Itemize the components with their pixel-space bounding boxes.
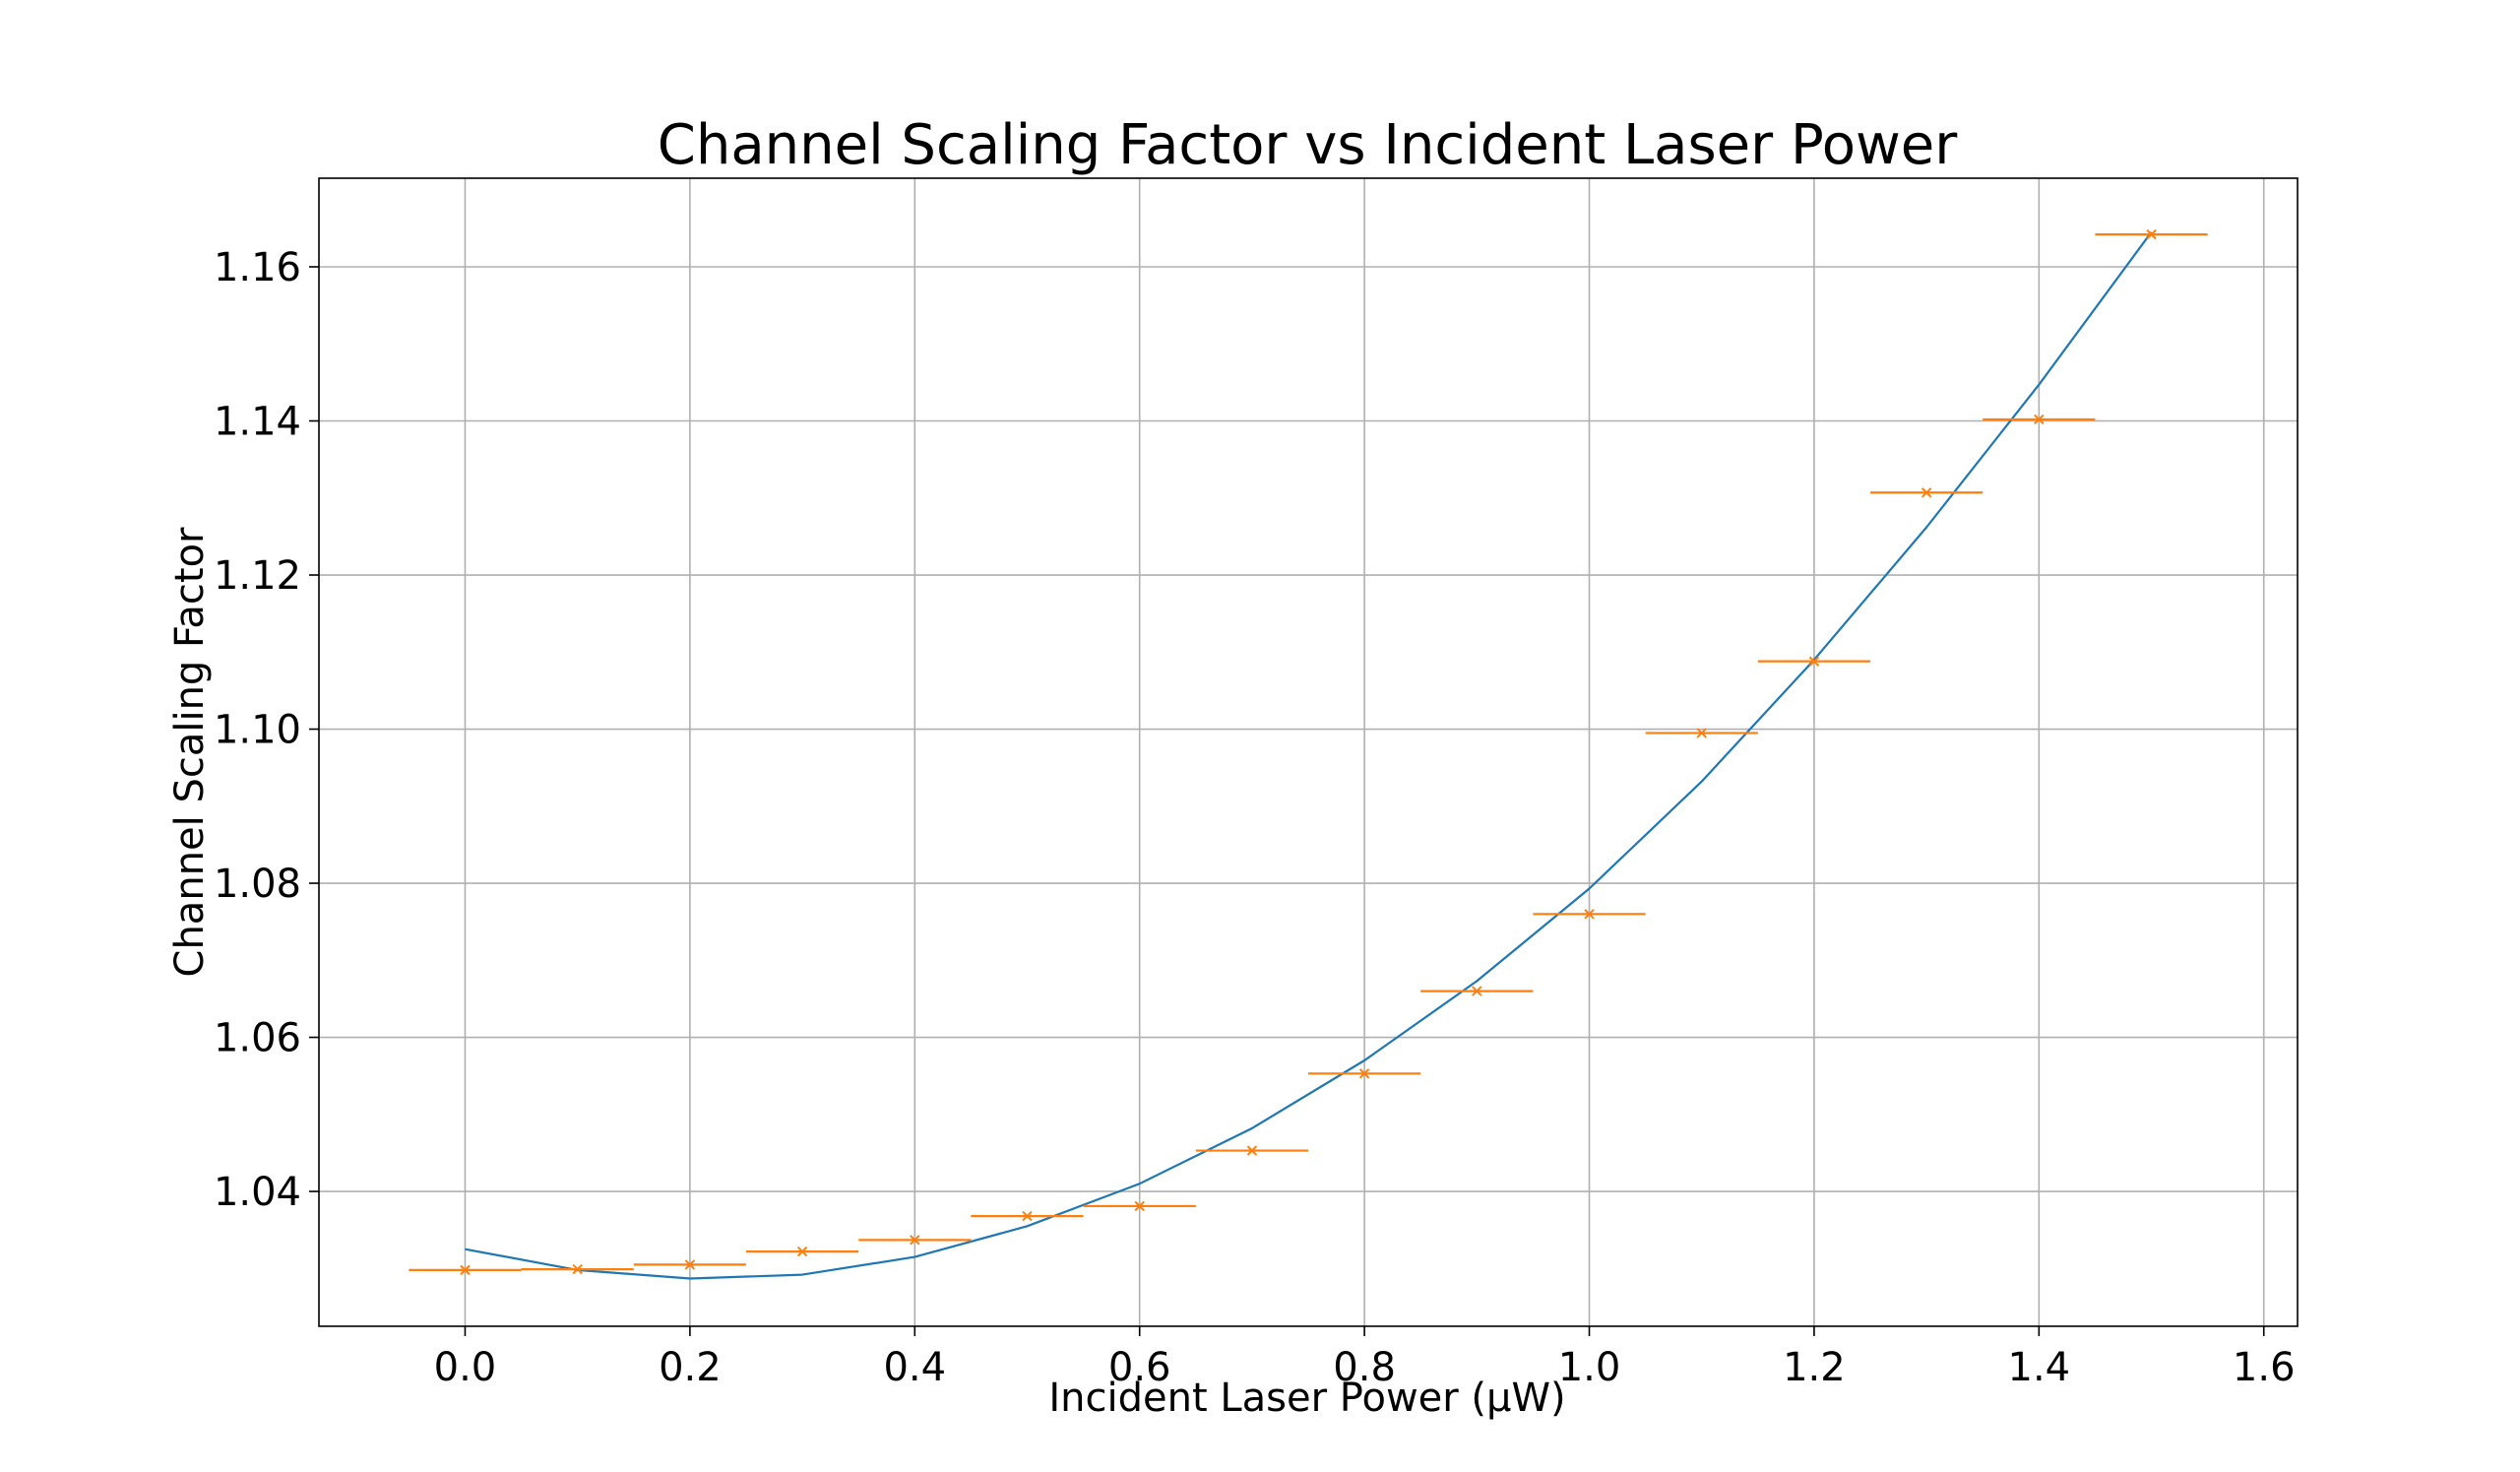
x-marker <box>2146 228 2157 240</box>
x-marker <box>460 1264 471 1276</box>
data-point <box>1083 1200 1196 1212</box>
chart-title: Channel Scaling Factor vs Incident Laser… <box>658 113 1959 177</box>
y-tick-label: 1.16 <box>214 245 301 290</box>
data-point <box>409 1264 522 1276</box>
data-point <box>521 1263 634 1275</box>
grid <box>319 178 2298 1326</box>
x-marker <box>1358 1068 1370 1079</box>
y-axis-label: Channel Scaling Factor <box>167 527 213 978</box>
y-axis-ticks: 1.04 1.06 1.08 1.10 1.12 1.14 1.16 <box>214 245 319 1215</box>
data-point <box>1533 909 1646 920</box>
x-tick-label: 0.2 <box>659 1345 722 1390</box>
x-tick-label: 0.8 <box>1333 1345 1396 1390</box>
x-tick-label: 1.4 <box>2008 1345 2071 1390</box>
x-tick-label: 0.4 <box>883 1345 946 1390</box>
data-point <box>858 1235 972 1246</box>
x-marker <box>2034 414 2045 425</box>
data-point <box>745 1246 859 1257</box>
x-axis-label: Incident Laser Power (μW) <box>1048 1376 1565 1421</box>
y-tick-label: 1.04 <box>214 1170 301 1215</box>
fit-line <box>465 231 2153 1280</box>
data-point <box>1870 487 1984 498</box>
data-point <box>971 1210 1084 1222</box>
y-tick-label: 1.14 <box>214 400 301 445</box>
x-marker <box>1022 1210 1033 1222</box>
data-point <box>1757 656 1871 667</box>
x-tick-label: 1.2 <box>1783 1345 1846 1390</box>
y-tick-label: 1.10 <box>214 708 301 753</box>
x-marker <box>572 1263 583 1275</box>
data-point <box>1195 1145 1308 1156</box>
x-marker <box>796 1246 808 1257</box>
x-marker <box>1246 1145 1258 1156</box>
data-point <box>1645 728 1758 738</box>
x-tick-label: 0.0 <box>434 1345 497 1390</box>
plot-area-frame <box>318 177 2299 1327</box>
x-marker <box>1696 728 1707 738</box>
x-tick-label: 0.6 <box>1108 1345 1171 1390</box>
x-marker <box>684 1259 696 1270</box>
y-tick-label: 1.12 <box>214 553 301 599</box>
data-point <box>1308 1068 1421 1079</box>
data-point <box>633 1259 746 1270</box>
x-marker <box>1472 986 1482 996</box>
data-point <box>2095 228 2208 240</box>
x-marker <box>1921 487 1932 498</box>
x-marker <box>1808 656 1820 667</box>
y-tick-label: 1.06 <box>214 1016 301 1061</box>
x-tick-label: 1.6 <box>2233 1345 2296 1390</box>
x-axis-ticks: 0.0 0.2 0.4 0.6 0.8 1.0 1.2 1.4 1.6 <box>434 1326 2296 1390</box>
x-marker <box>910 1235 920 1246</box>
x-tick-label: 1.0 <box>1558 1345 1621 1390</box>
y-tick-label: 1.08 <box>214 862 301 907</box>
data-point <box>1420 986 1534 996</box>
x-marker <box>1134 1200 1145 1212</box>
data-point <box>1983 414 2096 425</box>
plot-series <box>409 228 2208 1280</box>
x-marker <box>1584 909 1595 920</box>
